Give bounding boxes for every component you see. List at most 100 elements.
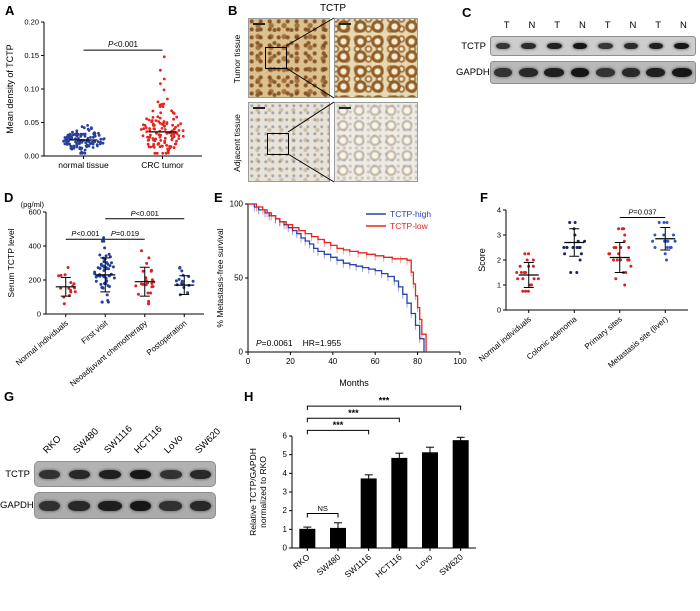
blot-band (189, 500, 212, 511)
svg-text:100: 100 (230, 200, 244, 209)
lane-label: LoVo (162, 432, 186, 456)
lane-label: RKO (41, 433, 64, 456)
svg-text:Serum TCTP level: Serum TCTP level (6, 228, 16, 297)
svg-text:Neoadjuvant chemotherapy: Neoadjuvant chemotherapy (68, 319, 149, 389)
svg-text:0.20: 0.20 (24, 18, 39, 27)
svg-text:P=0.019: P=0.019 (111, 229, 139, 238)
svg-text:1: 1 (283, 525, 288, 534)
svg-text:CRC tumor: CRC tumor (141, 160, 184, 170)
panel-label-C: C (462, 5, 472, 20)
chart-E-kaplan-meier: 0 20 40 60 80 100 0 50 100 Months % Metastasis-fre… (215, 200, 467, 389)
chart-A-tissue-density-scatter: 0.00 0.05 0.10 0.15 0.20 Mean density of TCTP… (5, 18, 202, 170)
blot-band (68, 469, 90, 479)
panel-D: D 0 200 400 600 Serum TCTP level (pg/ml) Norma… (0, 186, 214, 392)
lane-label: SW480 (71, 426, 102, 456)
svg-text:Normal individuals: Normal individuals (14, 319, 70, 368)
svg-text:20: 20 (286, 357, 295, 366)
svg-text:0: 0 (239, 348, 244, 357)
svg-text:0: 0 (246, 357, 251, 366)
blot-band (623, 43, 638, 49)
blot-lane-labels: RKO SW480 SW1116 HCT116 LoVo SW620 (38, 402, 246, 456)
panel-label-B: B (228, 3, 238, 18)
blot-band (598, 43, 613, 49)
svg-text:***: *** (333, 420, 344, 430)
panel-A: A 0.00 0.05 0.10 0.15 0.20 Mean density of TC… (0, 0, 216, 186)
svg-text:normal tissue: normal tissue (58, 160, 109, 170)
svg-text:***: *** (379, 396, 390, 406)
panel-F: F 0 1 2 3 4 Score Normal individuals Colonic ad… (474, 186, 700, 396)
svg-text:0: 0 (497, 306, 501, 315)
blot-band (159, 469, 182, 479)
svg-text:% Metastasis-free survival: % Metastasis-free survival (215, 228, 225, 327)
row-label-adjacent-tissue: Adjacent tissue (232, 114, 242, 172)
blot-band (521, 43, 536, 49)
svg-text:TCTP-high: TCTP-high (390, 209, 431, 219)
svg-text:***: *** (348, 408, 359, 418)
svg-text:Months: Months (339, 378, 369, 388)
blot-row-label-gapdh: GAPDH (456, 67, 490, 78)
panel-label-E: E (214, 190, 223, 205)
svg-text:Postoperation: Postoperation (145, 319, 189, 358)
blot-band (595, 68, 616, 77)
panel-E: E 0 20 40 60 80 100 0 50 100 Months % Metastasis-f… (208, 186, 476, 394)
selection-box (267, 133, 289, 155)
lane-label: N (629, 20, 637, 31)
blot-band (38, 500, 61, 511)
blot-band (544, 68, 565, 77)
blot-row-label-tctp: TCTP (5, 468, 30, 480)
lane-label: T (604, 20, 611, 31)
svg-text:Primary sites: Primary sites (583, 315, 624, 352)
blot-band (648, 43, 664, 49)
svg-text:3: 3 (497, 231, 501, 240)
blot-band (570, 68, 590, 77)
svg-text:Colonic adenoma: Colonic adenoma (525, 314, 579, 361)
row-label-tumor-tissue: Tumor tissue (232, 34, 242, 84)
svg-text:TCTP-low: TCTP-low (390, 221, 429, 231)
panel-label-H: H (244, 389, 254, 404)
svg-text:NS: NS (317, 504, 327, 513)
svg-text:200: 200 (28, 276, 41, 285)
svg-text:0.00: 0.00 (24, 152, 39, 161)
blot-band (494, 68, 513, 77)
lane-label: SW1116 (101, 423, 135, 456)
ihc-image-adjacent-zoom (334, 102, 418, 182)
svg-text:SW1116: SW1116 (343, 552, 374, 580)
blot-strip-gapdh (490, 61, 696, 84)
svg-text:2: 2 (497, 256, 501, 265)
ihc-image-tumor-zoom (334, 18, 418, 98)
selection-box (265, 47, 287, 69)
blot-band (674, 43, 690, 49)
svg-text:RKO: RKO (291, 552, 312, 572)
chart-H-relative-expression-bar: 0 1 2 3 4 5 6 Relative TCTP/GAPDH normalized to … (248, 396, 476, 580)
blot-band (518, 68, 538, 77)
svg-text:HCT116: HCT116 (373, 552, 403, 580)
svg-text:(pg/ml): (pg/ml) (21, 200, 45, 209)
svg-text:SW480: SW480 (315, 552, 343, 578)
scale-bar (339, 23, 351, 25)
lane-label: T (503, 20, 510, 31)
svg-text:0: 0 (283, 544, 288, 553)
panel-label-F: F (480, 190, 488, 205)
svg-text:0.05: 0.05 (24, 118, 39, 127)
lane-label: HCT116 (132, 423, 165, 456)
blot-strip-gapdh (34, 492, 216, 519)
blot-row-label-gapdh: GAPDH (0, 500, 34, 511)
svg-text:60: 60 (371, 357, 380, 366)
panel-H: H 0 1 2 3 4 5 6 Relative TCTP/GAPDH normalized t… (238, 386, 490, 610)
svg-text:80: 80 (413, 357, 422, 366)
ihc-image-adjacent-low-mag (248, 102, 330, 182)
blot-band (621, 68, 640, 77)
svg-text:Score: Score (477, 248, 487, 272)
svg-text:normalized to RKO: normalized to RKO (258, 456, 268, 528)
blot-band (39, 469, 60, 479)
lane-label: N (679, 20, 687, 31)
svg-text:100: 100 (453, 357, 467, 366)
panel-G: G RKO SW480 SW1116 HCT116 LoVo SW620 TCTP GAP… (0, 388, 246, 574)
blot-band (98, 500, 122, 511)
blot-band (159, 500, 182, 511)
svg-text:50: 50 (234, 274, 243, 283)
scale-bar (339, 107, 351, 109)
